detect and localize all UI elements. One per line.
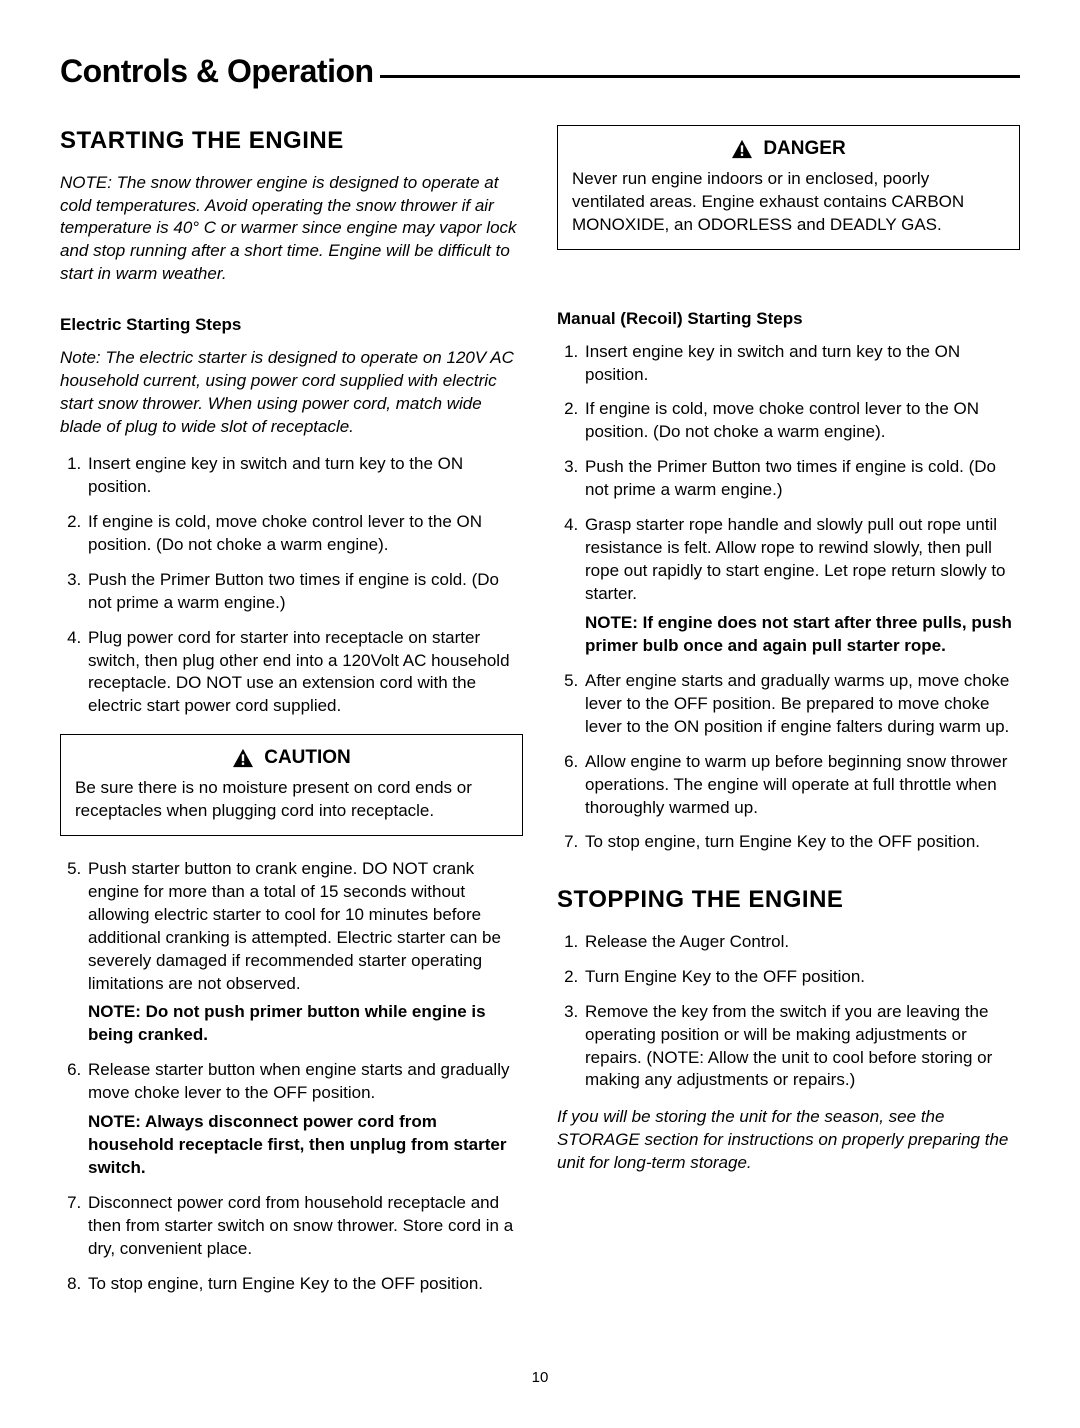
manual-start-heading: Manual (Recoil) Starting Steps <box>557 308 1020 331</box>
caution-label: CAUTION <box>264 745 351 771</box>
content-columns: STARTING THE ENGINE NOTE: The snow throw… <box>60 125 1020 1308</box>
electric-step-4: Plug power cord for starter into recepta… <box>86 627 523 719</box>
manual-step-6: Allow engine to warm up before beginning… <box>583 751 1020 820</box>
caution-callout: CAUTION Be sure there is no moisture pre… <box>60 734 523 836</box>
electric-step-5: Push starter button to crank engine. DO … <box>86 858 523 1048</box>
electric-start-heading: Electric Starting Steps <box>60 314 523 337</box>
stop-step-1: Release the Auger Control. <box>583 931 1020 954</box>
stopping-engine-heading: STOPPING THE ENGINE <box>557 884 1020 916</box>
electric-steps-5-8: Push starter button to crank engine. DO … <box>60 858 523 1296</box>
electric-step-3: Push the Primer Button two times if engi… <box>86 569 523 615</box>
manual-step-1: Insert engine key in switch and turn key… <box>583 341 1020 387</box>
electric-step-8: To stop engine, turn Engine Key to the O… <box>86 1273 523 1296</box>
right-column: DANGER Never run engine indoors or in en… <box>557 125 1020 1308</box>
manual-step-5: After engine starts and gradually warms … <box>583 670 1020 739</box>
danger-icon <box>731 139 753 159</box>
starting-engine-heading: STARTING THE ENGINE <box>60 125 523 157</box>
left-column: STARTING THE ENGINE NOTE: The snow throw… <box>60 125 523 1308</box>
electric-steps-1-4: Insert engine key in switch and turn key… <box>60 453 523 718</box>
manual-steps-5-7: After engine starts and gradually warms … <box>557 670 1020 855</box>
manual-step-2: If engine is cold, move choke control le… <box>583 398 1020 444</box>
caution-icon <box>232 748 254 768</box>
manual-step-4-text: Grasp starter rope handle and slowly pul… <box>585 515 1006 603</box>
manual-step-4-note: NOTE: If engine does not start after thr… <box>585 612 1020 658</box>
electric-step-1: Insert engine key in switch and turn key… <box>86 453 523 499</box>
electric-step-5-text: Push starter button to crank engine. DO … <box>88 859 501 993</box>
electric-step-7: Disconnect power cord from household rec… <box>86 1192 523 1261</box>
electric-step-6-text: Release starter button when engine start… <box>88 1060 509 1102</box>
header-rule <box>380 75 1020 78</box>
manual-steps-1-4: Insert engine key in switch and turn key… <box>557 341 1020 658</box>
electric-step-2: If engine is cold, move choke control le… <box>86 511 523 557</box>
danger-label: DANGER <box>763 136 845 162</box>
stop-step-2: Turn Engine Key to the OFF position. <box>583 966 1020 989</box>
stop-steps: Release the Auger Control. Turn Engine K… <box>557 931 1020 1093</box>
intro-note: NOTE: The snow thrower engine is designe… <box>60 172 523 287</box>
manual-step-3: Push the Primer Button two times if engi… <box>583 456 1020 502</box>
electric-step-6-note: NOTE: Always disconnect power cord from … <box>88 1111 523 1180</box>
manual-step-7: To stop engine, turn Engine Key to the O… <box>583 831 1020 854</box>
stopping-engine-section: STOPPING THE ENGINE Release the Auger Co… <box>557 884 1020 1175</box>
page-header: Controls & Operation <box>60 50 1020 93</box>
danger-callout: DANGER Never run engine indoors or in en… <box>557 125 1020 249</box>
page-number: 10 <box>60 1368 1020 1388</box>
manual-step-4: Grasp starter rope handle and slowly pul… <box>583 514 1020 658</box>
danger-header: DANGER <box>572 136 1005 162</box>
storage-note: If you will be storing the unit for the … <box>557 1106 1020 1175</box>
electric-start-note: Note: The electric starter is designed t… <box>60 347 523 439</box>
caution-text: Be sure there is no moisture present on … <box>75 777 508 823</box>
electric-step-5-note: NOTE: Do not push primer button while en… <box>88 1001 523 1047</box>
danger-text: Never run engine indoors or in enclosed,… <box>572 168 1005 237</box>
caution-header: CAUTION <box>75 745 508 771</box>
section-title: Controls & Operation <box>60 50 380 93</box>
stop-step-3: Remove the key from the switch if you ar… <box>583 1001 1020 1093</box>
electric-step-6: Release starter button when engine start… <box>86 1059 523 1180</box>
